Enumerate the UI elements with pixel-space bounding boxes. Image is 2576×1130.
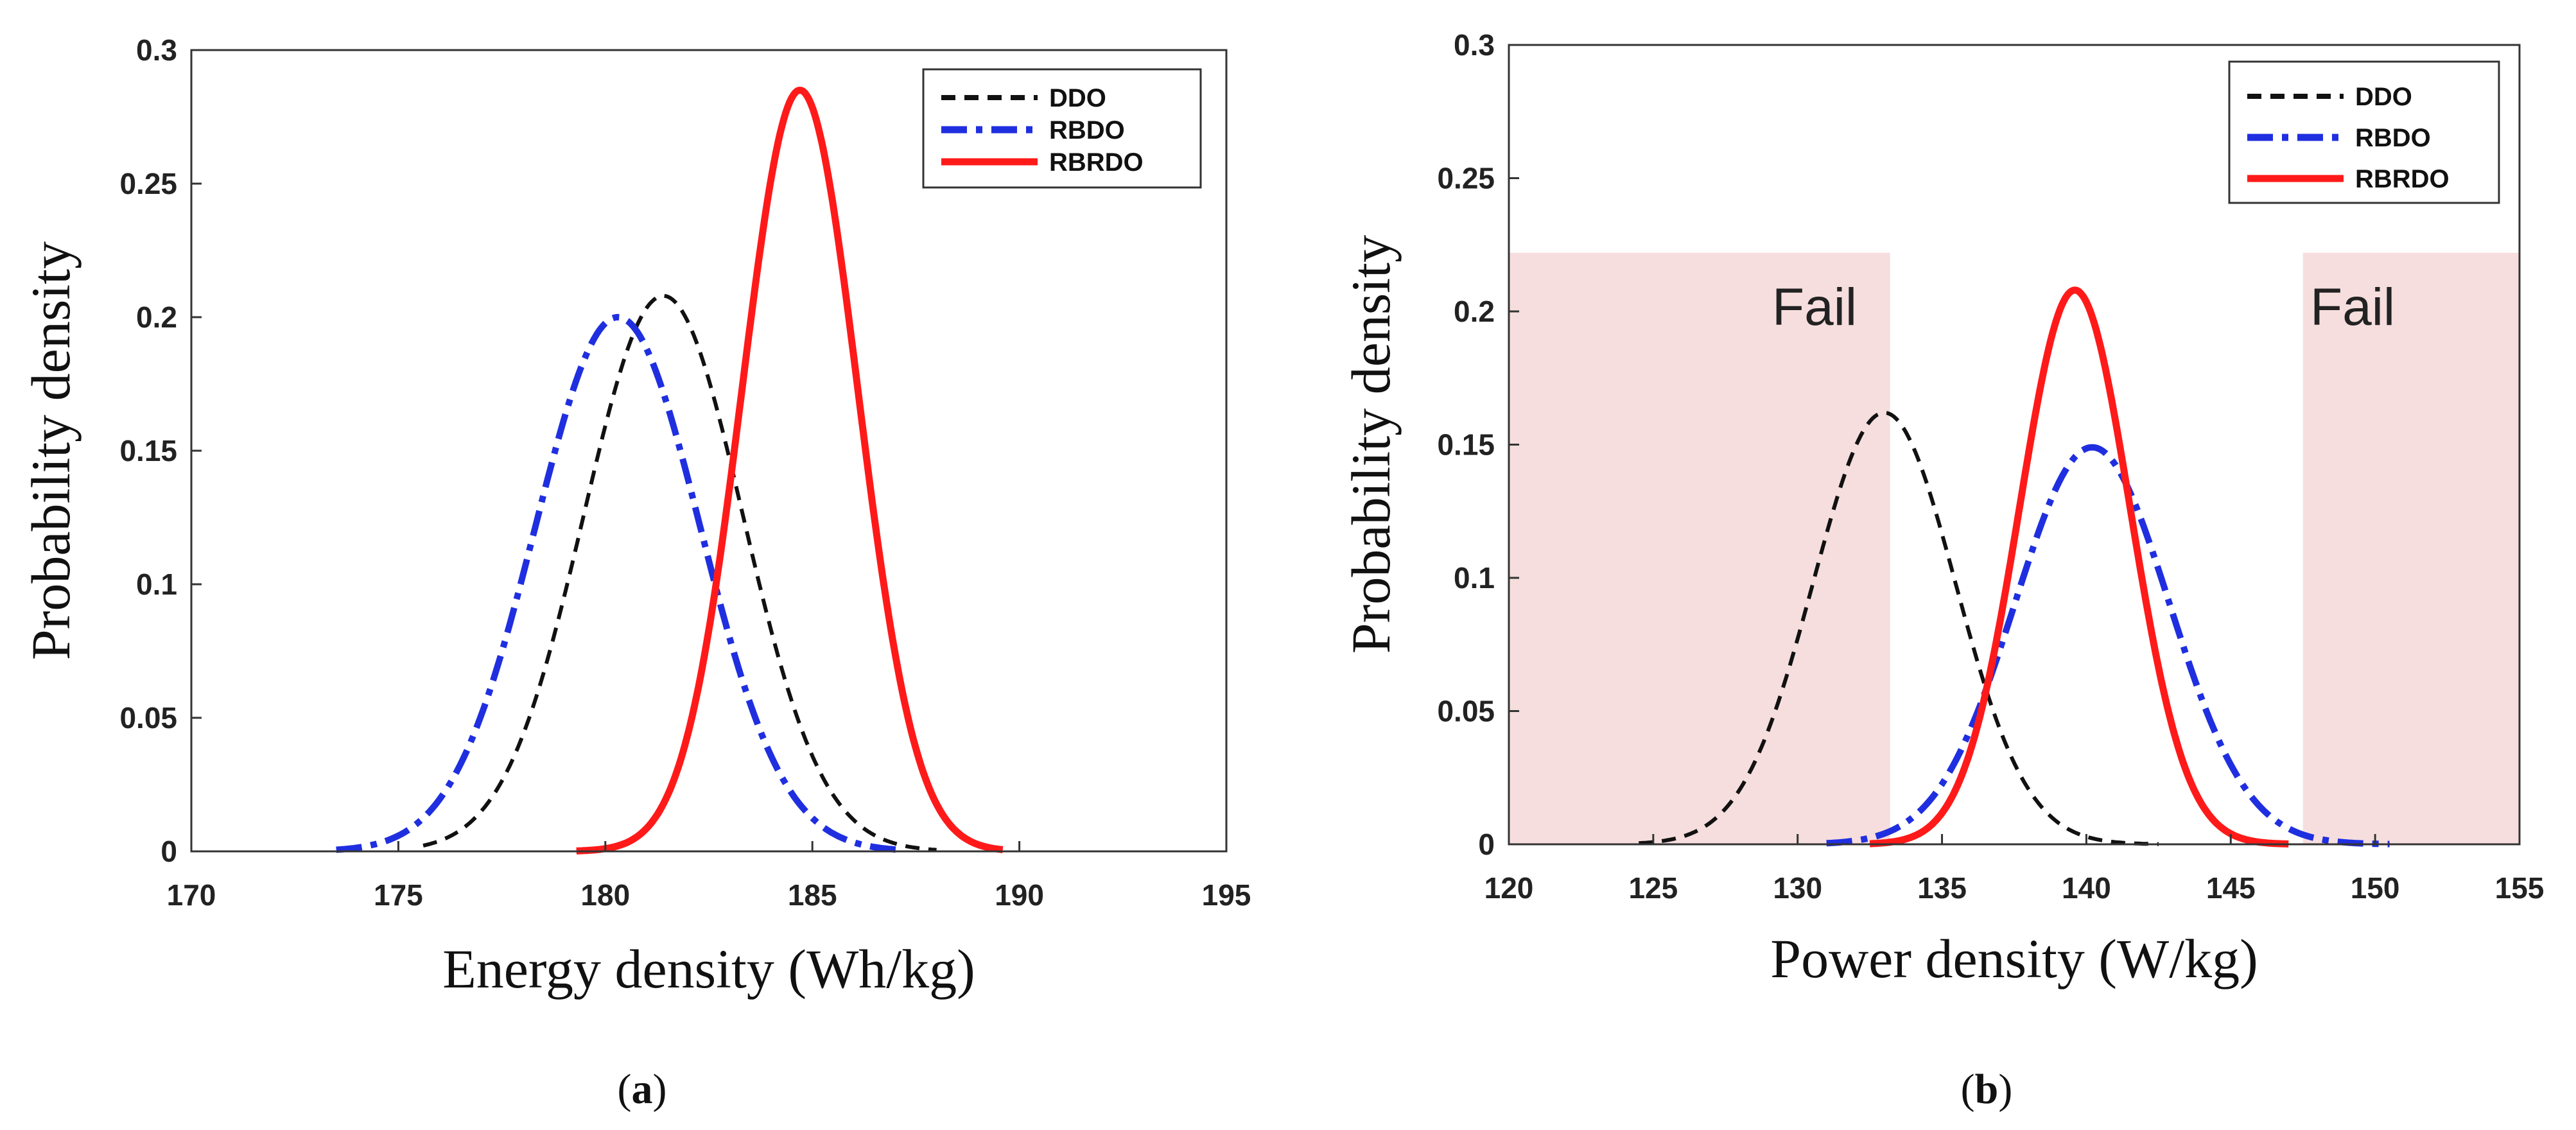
- panel-a-y-tick-label: 0.1: [136, 568, 177, 601]
- panel-a-legend-box: [922, 68, 1202, 189]
- panel-b-x-tick-label: 140: [2062, 871, 2111, 905]
- panel-b-y-axis-label: Probability density: [1340, 235, 1402, 654]
- panel-b-series-rbdo-line: [1825, 444, 2390, 848]
- panel-b-legend-rbrdo-label: RBRDO: [2355, 165, 2450, 193]
- panel-b-y-tick-label: 0.05: [1437, 695, 1495, 728]
- panel-b-y-tick-label: 0.1: [1454, 561, 1495, 595]
- panel-b-caption: (b): [1961, 1066, 2013, 1113]
- panel-b-ticks: 120 125 130 135 140 145 150 155 0 0.05 0.1 0.15 0.2 0…: [1437, 28, 2544, 905]
- panel-b-x-tick-label: 120: [1484, 871, 1534, 905]
- panel-b-y-tick-label: 0.2: [1454, 295, 1495, 328]
- panel-a-series-ddo-line: [422, 293, 937, 852]
- panel-a-legend: DDO RBDO RBRDO: [922, 68, 1202, 189]
- panel-a-x-tick-label: 195: [1202, 878, 1251, 912]
- panel-a-y-axis-label: Probability density: [20, 241, 82, 660]
- panel-b-fail-region-right: [2302, 252, 2519, 844]
- panel-a-y-tick-label: 0.25: [119, 167, 177, 200]
- panel-a-legend-rbdo-label: RBDO: [1049, 116, 1125, 144]
- panel-a-x-tick-label: 175: [374, 878, 423, 912]
- panel-b-x-tick-label: 145: [2206, 871, 2256, 905]
- panel-a-legend-ddo-label: DDO: [1049, 84, 1106, 112]
- panel-a-y-tick-label: 0.05: [119, 701, 177, 734]
- panel-a: 170 175 180 185 190 195 0 0.05 0.1 0.15 0.2 0.25 0.3…: [20, 33, 1251, 1113]
- panel-b-fail-region-left: [1509, 252, 1890, 844]
- panel-b-legend-ddo-label: DDO: [2355, 83, 2412, 111]
- panel-a-y-tick-label: 0.15: [119, 434, 177, 467]
- panel-a-legend-rbrdo-label: RBRDO: [1049, 148, 1144, 177]
- panel-a-ticks: 170 175 180 185 190 195 0 0.05 0.1 0.15 0.2 0.25 0.3: [119, 33, 1251, 912]
- panel-a-y-tick-label: 0: [161, 835, 177, 868]
- panel-b-y-tick-label: 0.3: [1454, 28, 1495, 62]
- panel-a-x-tick-label: 190: [995, 878, 1044, 912]
- panel-a-letter: a: [632, 1066, 653, 1113]
- panel-b-letter: b: [1975, 1066, 1999, 1113]
- panel-a-y-tick-label: 0.2: [136, 300, 177, 334]
- panel-b: Fail Fail 120 125 130 135 140 145 150 155 0 0.05 0…: [1340, 28, 2544, 1113]
- panel-b-fail-label-right: Fail: [2310, 278, 2395, 336]
- panel-a-curves: [335, 87, 1005, 855]
- panel-b-legend-rbdo-label: RBDO: [2355, 124, 2431, 152]
- panel-a-caption: (a): [618, 1066, 667, 1113]
- panel-b-x-tick-label: 130: [1773, 871, 1822, 905]
- panel-b-y-tick-label: 0.25: [1437, 162, 1495, 195]
- panel-b-x-tick-label: 125: [1628, 871, 1678, 905]
- panel-b-series-rbrdo-line: [1868, 286, 2290, 848]
- panel-a-series-rbdo-line: [335, 314, 904, 853]
- panel-a-x-axis-label: Energy density (Wh/kg): [442, 938, 975, 1000]
- panel-b-x-tick-label: 135: [1917, 871, 1967, 905]
- panel-b-y-tick-label: 0: [1478, 828, 1495, 861]
- panel-b-series-ddo-line: [1639, 410, 2159, 846]
- panel-a-x-tick-label: 170: [167, 878, 216, 912]
- panel-b-fail-regions: Fail Fail: [1509, 252, 2519, 844]
- panel-b-x-tick-label: 150: [2351, 871, 2400, 905]
- panel-b-fail-label-left: Fail: [1772, 278, 1857, 336]
- panel-a-x-tick-label: 185: [788, 878, 837, 912]
- panel-b-curves: [1639, 286, 2390, 848]
- panel-b-legend: DDO RBDO RBRDO: [2228, 60, 2500, 204]
- panel-b-y-tick-label: 0.15: [1437, 428, 1495, 462]
- panel-a-series-rbrdo-line: [575, 87, 1005, 855]
- panel-a-y-tick-label: 0.3: [136, 33, 177, 67]
- panel-a-x-tick-label: 180: [580, 878, 630, 912]
- panel-b-x-tick-label: 155: [2495, 871, 2545, 905]
- panel-b-x-axis-label: Power density (W/kg): [1770, 928, 2258, 989]
